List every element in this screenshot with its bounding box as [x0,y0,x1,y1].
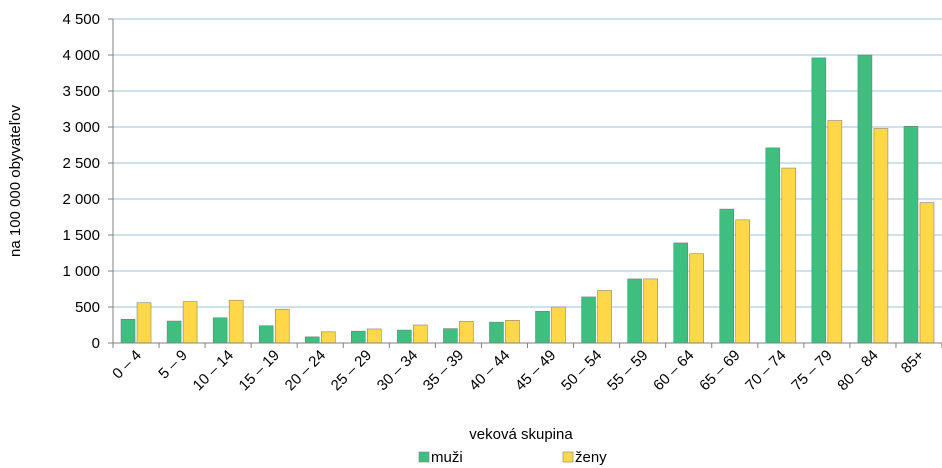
bar-muzi [305,336,320,344]
bar-muzi [535,311,550,344]
bar-muzi [397,329,412,344]
y-tick-label: 2 000 [62,191,100,208]
bar-zeny [459,321,474,344]
x-tick-label: 70 – 74 [742,347,789,394]
x-tick-label: 50 – 54 [558,347,605,394]
y-tick-label: 1 500 [62,227,100,244]
legend-label-muzi: muži [431,449,463,466]
y-tick-label: 0 [92,335,100,352]
bar-zeny [505,320,520,344]
bar-zeny [274,308,290,344]
legend-item-muzi: muži [418,449,463,466]
bar-muzi [443,328,458,344]
x-tick-label: 5 – 9 [155,347,191,383]
bar-zeny [597,290,612,344]
bar-muzi [719,208,734,344]
bars [120,54,935,344]
y-tick-label: 3 500 [62,83,100,100]
bar-zeny [873,128,889,344]
x-tick-label: 65 – 69 [696,347,743,394]
bar-zeny [551,306,566,344]
bar-muzi [120,318,136,344]
axes [108,18,942,348]
x-tick-label: 80 – 84 [834,347,881,394]
y-tick-label: 3 000 [62,119,100,136]
x-tick-label: 25 – 29 [328,347,375,394]
x-tick-label: 15 – 19 [236,347,283,394]
x-tick-label: 10 – 14 [190,347,237,394]
y-tick-label: 4 000 [62,47,100,64]
legend: muži ženy [418,449,607,466]
y-tick-label: 500 [75,299,100,316]
bar-zeny [735,219,750,344]
bar-zeny [643,278,658,344]
x-tick-label: 20 – 24 [282,347,329,394]
x-tick-label: 85+ [898,347,928,377]
bar-muzi [489,321,504,344]
x-tick-label: 45 – 49 [512,347,559,394]
x-tick-label: 35 – 39 [420,347,467,394]
bar-zeny [781,167,797,344]
bar-muzi [903,126,919,344]
x-tick-label: 60 – 64 [650,347,697,394]
bar-muzi [212,317,228,344]
y-tick-label: 4 500 [62,11,100,28]
y-tick-label: 1 000 [62,263,100,280]
bar-muzi [765,147,781,344]
bar-zeny [321,331,336,344]
bar-muzi [627,278,642,344]
x-tick-label: 30 – 34 [374,347,421,394]
bar-muzi [166,320,182,344]
bar-zeny [827,120,843,344]
bar-zeny [367,328,382,344]
gridlines [113,18,942,308]
bar-zeny [228,299,244,344]
bar-muzi [351,330,366,344]
legend-swatch-zeny [562,451,574,463]
x-tick-label: 0 – 4 [109,347,145,383]
bar-zeny [136,302,152,344]
bar-muzi [673,242,688,344]
x-axis-title: veková skupina [469,426,573,443]
y-axis-title: na 100 000 obyvateľov [7,105,24,257]
legend-item-zeny: ženy [562,449,607,466]
bar-muzi [857,54,873,344]
bar-zeny [413,324,428,344]
legend-swatch-muzi [418,451,430,463]
legend-label-zeny: ženy [575,449,607,466]
x-tick-label: 55 – 59 [604,347,651,394]
bar-zeny [919,202,935,344]
bar-zeny [689,253,704,344]
y-tick-label: 2 500 [62,155,100,172]
x-tick-label: 75 – 79 [788,347,835,394]
bar-muzi [811,57,827,344]
x-tick-label: 40 – 44 [466,347,513,394]
bar-muzi [258,325,274,344]
y-tick-labels: 0 500 1 000 1 500 2 000 2 500 3 000 3 500 4 000 4… [62,11,100,352]
bar-zeny [182,301,198,344]
bar-muzi [581,296,596,344]
